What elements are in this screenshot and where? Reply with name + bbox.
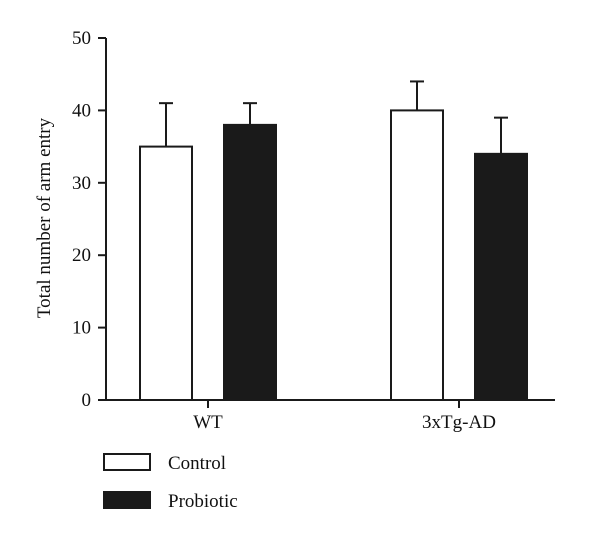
legend-label-probiotic: Probiotic [168,491,238,512]
x-tick-label: WT [193,412,223,433]
y-tick-label: 30 [72,173,91,194]
error-bars [159,80,508,154]
y-axis: 0 10 20 30 40 50 [72,28,107,411]
bar-control-wt [139,145,193,401]
x-tick-label: 3xTg-AD [422,412,496,433]
bar-probiotic-3xtg-ad [474,152,528,401]
x-axis: WT 3xTg-AD [106,399,555,433]
y-tick-label: 20 [72,245,91,266]
y-axis-title: Total number of arm entry [34,117,55,318]
y-tick-label: 10 [72,318,91,339]
legend-swatch-control [103,453,151,471]
y-tick-label: 40 [72,100,91,121]
y-tick-label: 0 [82,390,92,411]
legend-swatch-probiotic [103,491,151,509]
bar-control-3xtg-ad [390,109,444,402]
bar-probiotic-wt [223,123,277,401]
legend-label-control: Control [168,453,226,474]
legend: Control Probiotic [103,453,238,512]
y-tick-label: 50 [72,28,91,49]
bars [139,109,528,402]
